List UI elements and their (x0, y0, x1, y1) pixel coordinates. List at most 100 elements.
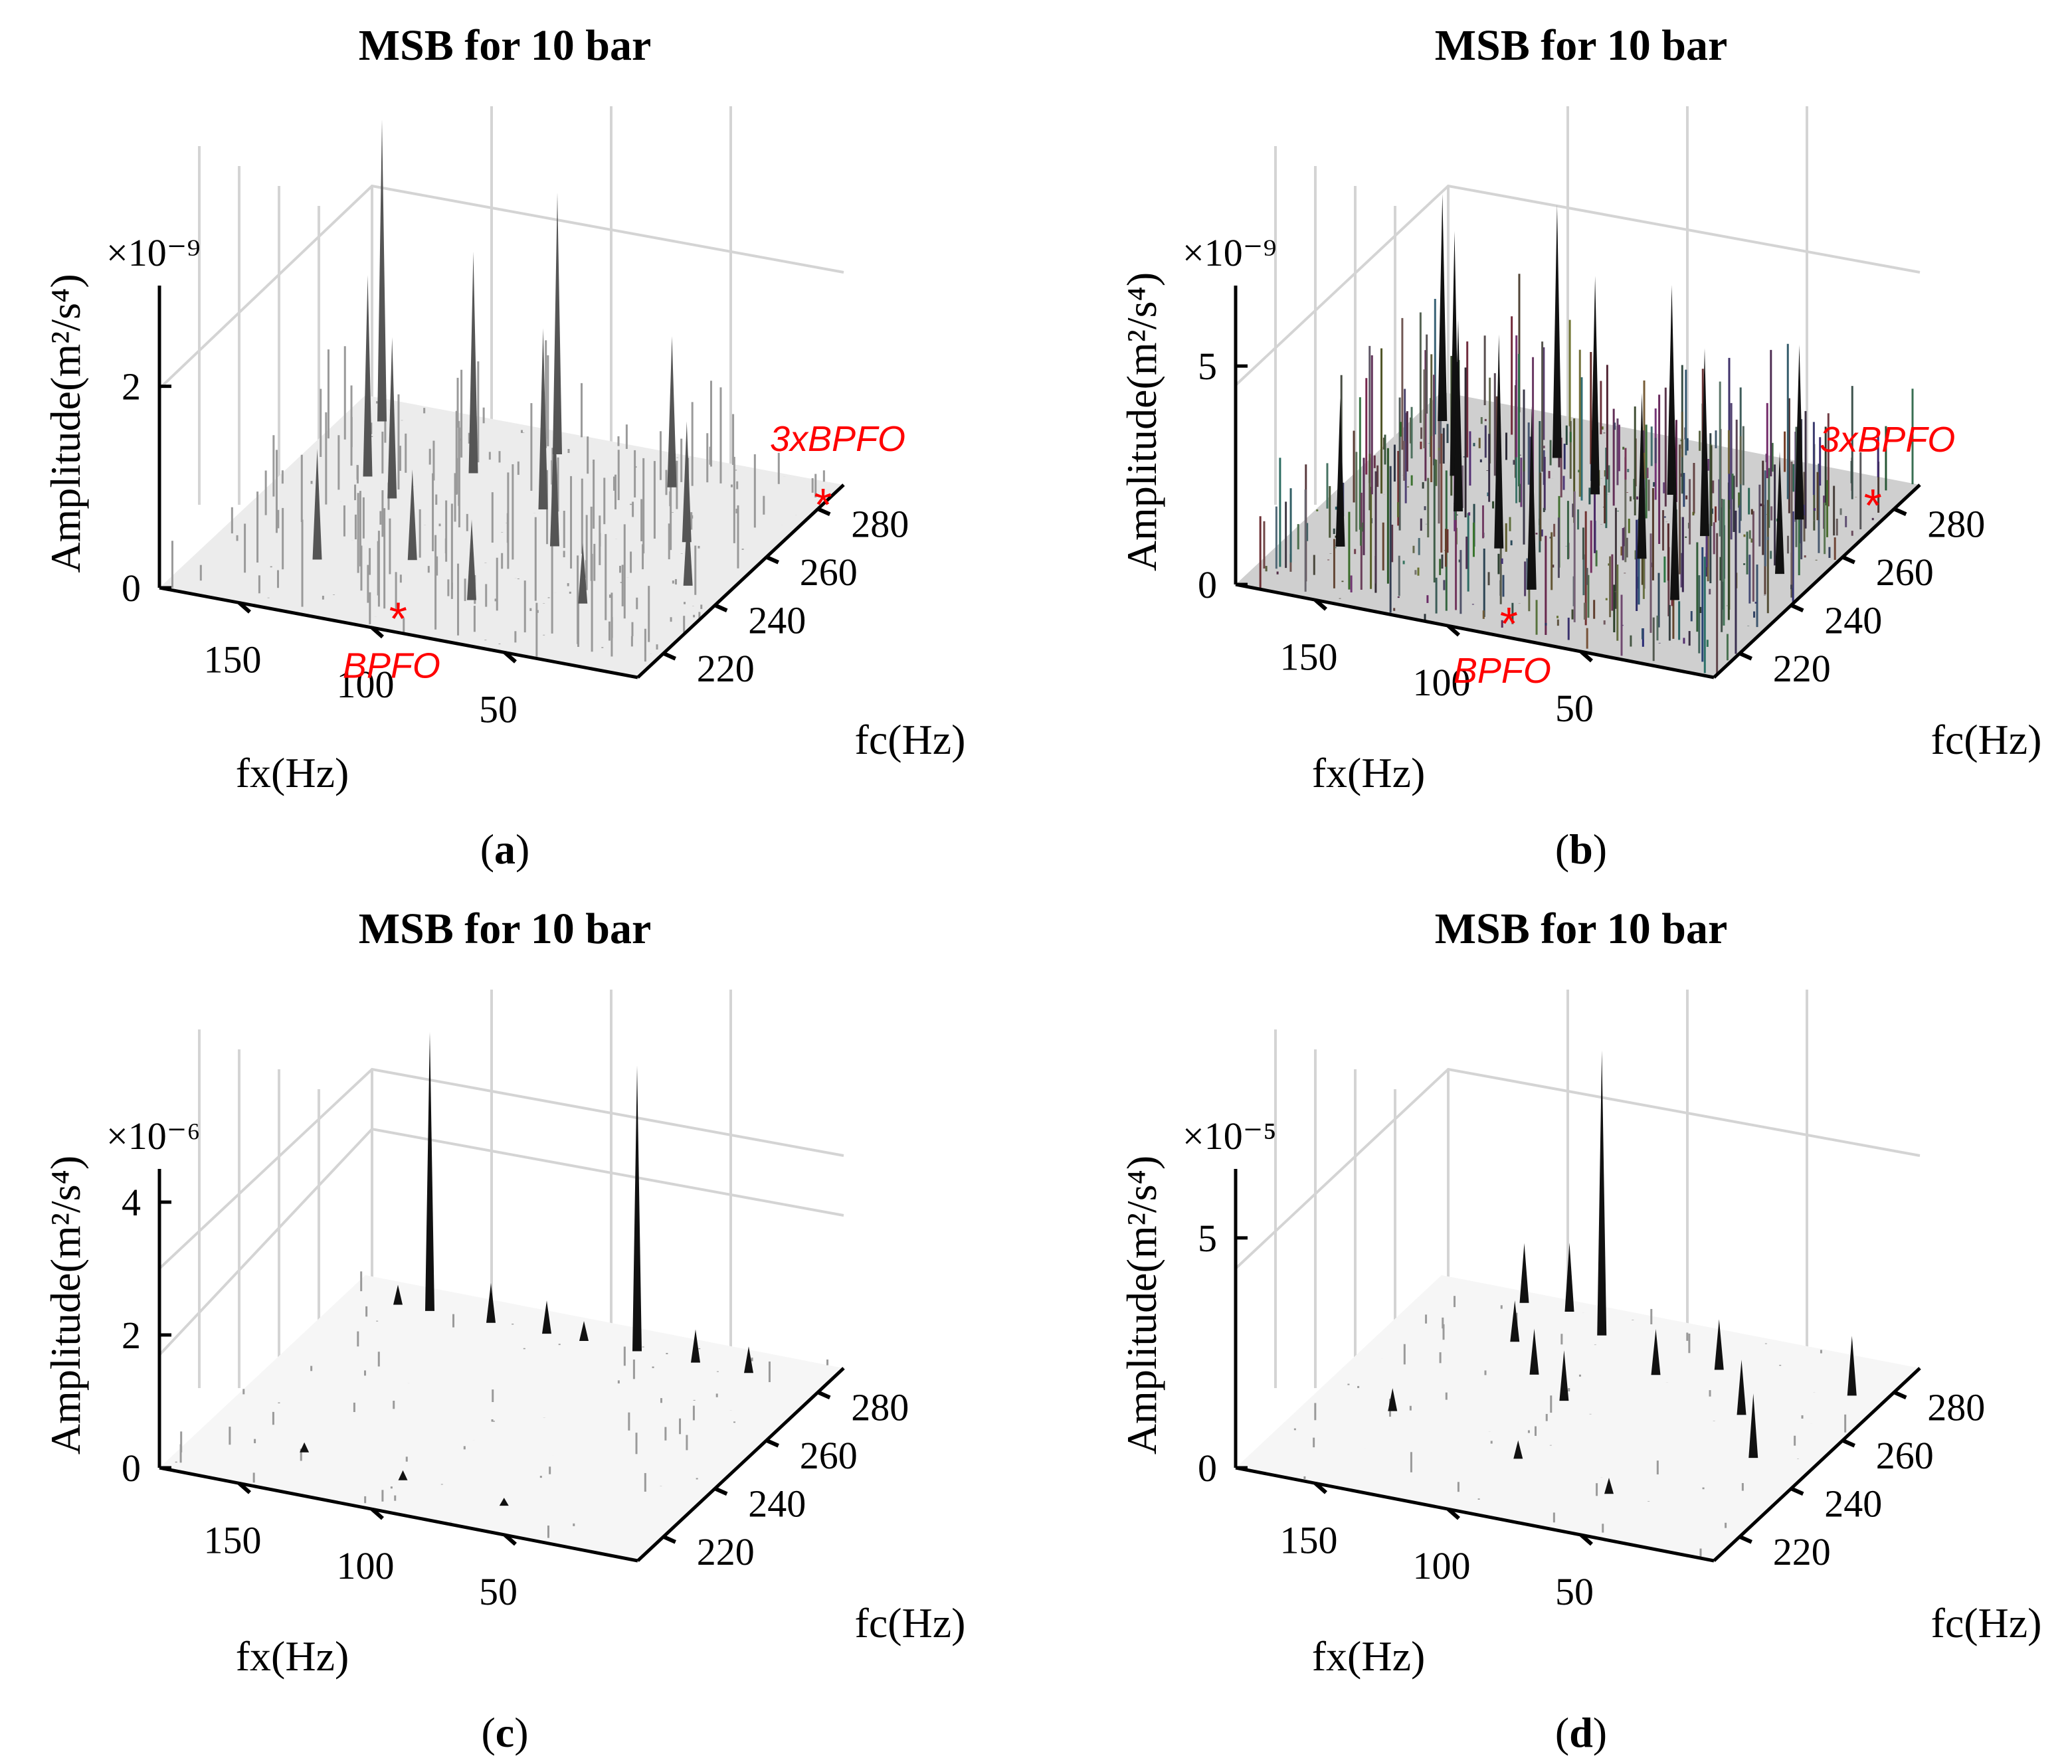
y-axis-label: fc(Hz) (1931, 716, 2042, 763)
annotation-3xbpfo: 3xBPFO (1820, 420, 1955, 460)
annotation-3xbpfo: 3xBPFO (770, 419, 905, 459)
peak-6 (579, 1321, 589, 1341)
axes (1234, 1169, 1921, 1563)
z-tick-label: 5 (1198, 1217, 1217, 1260)
peak-12 (467, 519, 476, 600)
y-tick-label: 260 (800, 551, 858, 594)
surface-floor (159, 1275, 844, 1561)
peak-10 (1700, 348, 1709, 537)
peak-4 (1529, 1328, 1539, 1375)
peak-2 (1564, 1243, 1574, 1312)
z-axis-label: Amplitude(m²/s⁴) (1118, 272, 1165, 571)
y-tick-label: 240 (748, 1482, 806, 1525)
y-tick-label: 280 (1927, 1385, 1985, 1429)
peak-12 (1794, 345, 1804, 520)
z-tick-label: 0 (1198, 563, 1217, 606)
x-tick-label: 50 (1555, 1570, 1594, 1613)
y-tick-label: 260 (1876, 1434, 1934, 1477)
chart-title: MSB for 10 bar (1435, 21, 1728, 70)
x-tick-mark (371, 626, 384, 639)
peak-0 (1438, 194, 1448, 422)
peak-6 (1651, 1329, 1661, 1375)
peak-13 (1775, 451, 1784, 574)
x-tick-mark (1314, 598, 1327, 611)
panel-label: (d) (1555, 1709, 1607, 1756)
x-tick-mark (504, 1533, 517, 1546)
x-tick-label: 150 (204, 1518, 262, 1561)
panel-label-open: ( (481, 1709, 495, 1756)
x-tick-label: 100 (1413, 661, 1471, 704)
peak-3 (1454, 319, 1463, 511)
peak-3 (542, 1300, 551, 1334)
peak-9 (398, 1470, 408, 1480)
surface (1236, 194, 1920, 677)
peak-1 (1519, 1243, 1529, 1303)
x-tick-label: 100 (337, 1544, 395, 1587)
x-axis (1235, 1466, 1715, 1563)
y-tick-label: 220 (1773, 1530, 1831, 1573)
surface-floor (159, 395, 844, 677)
peak-0 (1597, 1050, 1607, 1336)
z-axis-label: Amplitude(m²/s⁴) (42, 1156, 89, 1455)
grid-back-edge (158, 184, 844, 390)
peak-8 (682, 421, 692, 543)
peak-1 (363, 275, 373, 477)
y-axis (636, 484, 845, 679)
x-tick-mark (1580, 650, 1593, 663)
y-tick-mark (1841, 1439, 1855, 1448)
y-axis-label: fc(Hz) (855, 716, 966, 763)
x-tick-mark (1580, 1533, 1593, 1546)
panel-label-letter: d (1569, 1709, 1593, 1756)
y-tick-label: 280 (851, 1385, 909, 1429)
peak-9 (1637, 393, 1647, 559)
y-axis-label: fc(Hz) (1931, 1599, 2042, 1646)
peak-7 (1714, 1319, 1724, 1370)
panel-label-close: ) (514, 1709, 528, 1756)
grid (158, 990, 844, 1388)
y-axis (1713, 1367, 1921, 1562)
y-tick-label: 240 (1824, 1482, 1882, 1525)
y-tick-label: 260 (800, 1434, 858, 1477)
x-tick-label: 150 (1280, 635, 1338, 678)
peak-4 (1552, 205, 1562, 458)
x-tick-label: 50 (479, 688, 518, 731)
y-tick-mark (1893, 1390, 1907, 1399)
z-exponent: ×10⁻⁵ (1182, 1114, 1277, 1158)
grid (1234, 990, 1921, 1388)
peak-4 (553, 192, 562, 454)
peak-0 (377, 119, 387, 422)
panel-label: (b) (1555, 826, 1607, 873)
y-tick-mark (1790, 1486, 1804, 1496)
annotation-marker: * (1500, 598, 1518, 650)
grid-back-edge (1234, 184, 1921, 387)
panel-label-letter: b (1569, 826, 1593, 873)
panel-label-close: ) (516, 826, 529, 873)
peak-11 (407, 469, 417, 561)
y-tick-mark (1739, 1535, 1752, 1544)
peak-1 (1335, 398, 1345, 547)
peak-1 (632, 1065, 642, 1352)
x-tick-mark (1447, 1507, 1460, 1520)
panel-label: (a) (480, 826, 530, 873)
y-tick-label: 220 (697, 1530, 755, 1573)
chart-title: MSB for 10 bar (1435, 905, 1728, 953)
panel-label-open: ( (1555, 826, 1569, 873)
y-tick-label: 280 (1927, 502, 1985, 545)
x-axis-label: fx(Hz) (1312, 1632, 1426, 1680)
x-tick-mark (504, 651, 517, 663)
panel-label-open: ( (480, 826, 494, 873)
peak-9 (1748, 1393, 1758, 1458)
peak-9 (683, 505, 693, 586)
surface (159, 1031, 844, 1561)
y-axis-label: fc(Hz) (855, 1599, 966, 1646)
y-axis (1713, 484, 1921, 679)
peak-5 (1559, 1350, 1569, 1401)
peak-10 (1847, 1336, 1857, 1396)
annotation-bpfo: BPFO (1454, 651, 1551, 691)
x-tick-mark (1314, 1482, 1327, 1494)
x-tick-mark (238, 1482, 251, 1494)
y-tick-mark (817, 1390, 831, 1399)
x-tick-mark (238, 601, 251, 614)
